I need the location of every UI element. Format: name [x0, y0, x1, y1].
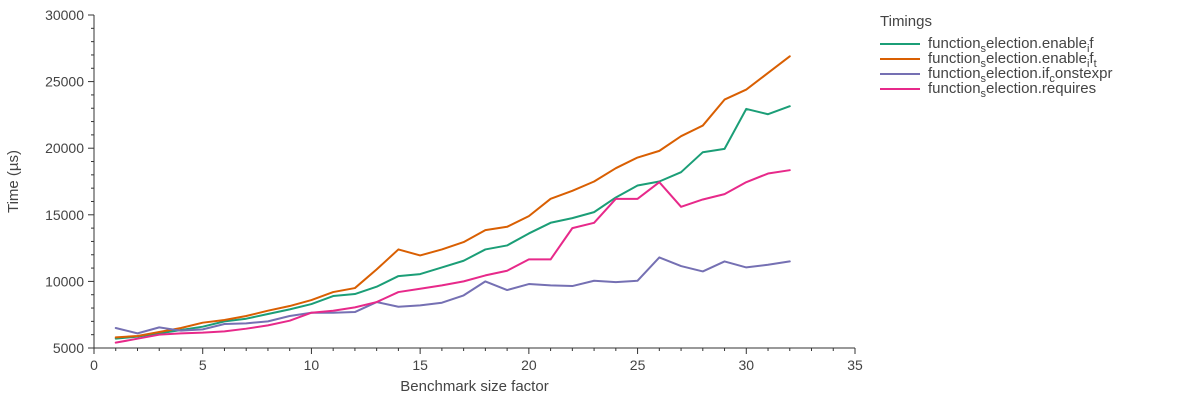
- y-tick-label: 20000: [45, 140, 84, 156]
- series-lines: [114, 55, 791, 344]
- x-axis-label: Benchmark size factor: [400, 378, 548, 395]
- legend-title: Timings: [880, 13, 932, 30]
- x-tick-label: 20: [521, 357, 537, 373]
- y-tick-label: 10000: [45, 273, 84, 289]
- series-line-3: [114, 169, 791, 344]
- y-tick-label: 15000: [45, 207, 84, 223]
- axes: 0 5 10 15 20 25 30 35 5000 10000 15000 20000 25000 30…: [5, 7, 863, 395]
- legend-label-2: functionselection.ifconstexpr: [928, 65, 1112, 85]
- x-tick-label: 10: [304, 357, 320, 373]
- x-tick-label: 5: [199, 357, 207, 373]
- x-tick-label: 35: [847, 357, 863, 373]
- y-tick-label: 25000: [45, 74, 84, 90]
- legend-label-3: functionselection.requires: [928, 80, 1096, 100]
- y-tick-label: 30000: [45, 7, 84, 23]
- x-tick-label: 15: [412, 357, 428, 373]
- series-line-2: [114, 256, 791, 335]
- y-tick-label: 5000: [53, 340, 84, 356]
- series-line-1: [114, 55, 791, 339]
- x-tick-label: 25: [630, 357, 646, 373]
- x-tick-label: 30: [738, 357, 754, 373]
- legend: Timingsfunctionselection.enableiffunctio…: [880, 13, 1112, 100]
- legend-label-0: functionselection.enableif: [928, 35, 1094, 55]
- x-tick-label: 0: [90, 357, 98, 373]
- y-axis-label: Time (µs): [5, 150, 22, 213]
- series-line-0: [114, 105, 791, 340]
- legend-label-1: functionselection.enableift: [928, 50, 1097, 70]
